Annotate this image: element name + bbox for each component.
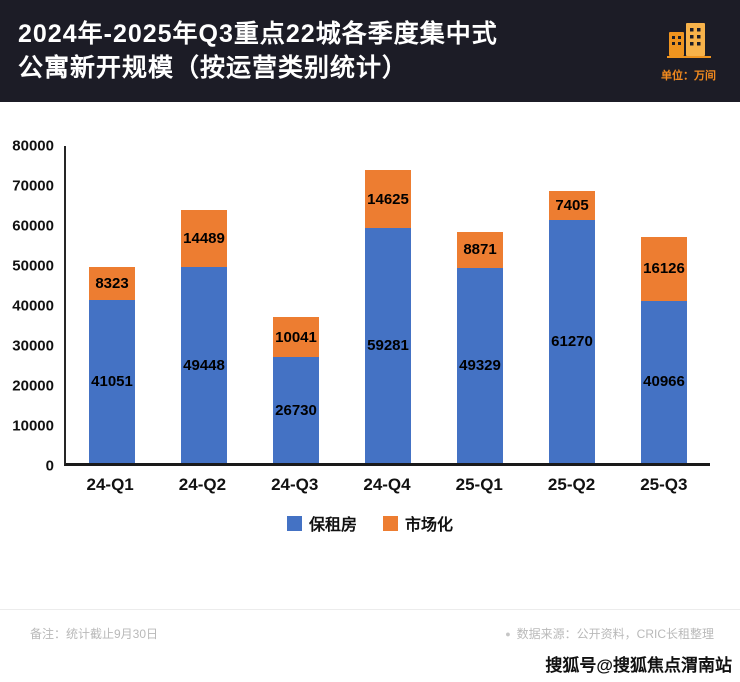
y-tick-label: 80000 [12, 137, 54, 155]
x-tick-label: 24-Q1 [86, 475, 134, 494]
bar-segment-market-oriented: 8871 [457, 232, 503, 268]
bar-segment-affordable-rental-housing: 49329 [457, 267, 503, 463]
chart-area: 0 10000 20000 30000 40000 50000 60000 70000 8000… [0, 138, 740, 475]
bar-value-label: 49448 [183, 356, 225, 374]
x-axis: 24-Q1 24-Q2 24-Q3 24-Q4 25-Q1 25-Q2 25-Q3 [0, 466, 740, 495]
legend-label: 保租房 [308, 517, 357, 534]
legend-label: 市场化 [405, 517, 454, 534]
bullet-icon: ● [505, 628, 511, 639]
y-axis-spacer [0, 466, 64, 495]
y-tick-label: 30000 [12, 337, 54, 355]
bar-segment-market-oriented: 16126 [641, 236, 687, 301]
footer-source-text: 数据来源：公开资料，CRIC长租整理 [516, 627, 714, 641]
bar-segment-affordable-rental-housing: 59281 [365, 228, 411, 463]
y-tick-label: 50000 [12, 257, 54, 275]
bar-segment-market-oriented: 7405 [549, 190, 595, 221]
unit-label: 单位：万间 [661, 69, 716, 82]
x-tick-label: 25-Q3 [640, 475, 688, 494]
bar-segment-market-oriented: 8323 [89, 267, 135, 301]
legend-swatch [383, 515, 398, 531]
x-tick-label: 24-Q3 [271, 475, 319, 494]
legend-swatch [286, 515, 302, 531]
bar-value-label: 10041 [275, 328, 317, 346]
bar-value-label: 14625 [367, 190, 409, 208]
bar-column: 10041 26730 [250, 146, 342, 463]
y-tick-label: 40000 [12, 297, 54, 315]
chart: 0 10000 20000 30000 40000 50000 60000 70000 8000… [0, 138, 740, 535]
page-title-line2: 公寓新开规模（按运营类别统计） [18, 54, 409, 82]
bar-value-label: 61270 [551, 333, 593, 351]
bar-value-label: 41051 [91, 373, 133, 391]
y-tick-label: 10000 [12, 417, 54, 435]
bar-value-label: 26730 [275, 401, 317, 419]
x-tick-label: 25-Q2 [547, 475, 596, 494]
bar-segment-market-oriented: 14625 [365, 170, 411, 229]
bar-segment-affordable-rental-housing: 40966 [641, 300, 687, 463]
y-tick-label: 70000 [12, 177, 54, 195]
y-tick-label: 0 [45, 457, 54, 475]
y-tick-label: 20000 [12, 377, 54, 395]
bar-value-label: 14489 [183, 229, 225, 247]
bar-column: 14489 49448 [158, 146, 250, 463]
bar-column: 7405 61270 [526, 146, 618, 463]
unit-box: 单位：万间 [661, 20, 716, 83]
legend: 保租房 市场化 [0, 511, 740, 535]
bar-segment-affordable-rental-housing: 49448 [181, 267, 227, 463]
bar-value-label: 7405 [555, 197, 589, 215]
bar-value-label: 8871 [463, 241, 497, 259]
bar-value-label: 8323 [95, 275, 129, 293]
bar-segment-market-oriented: 10041 [273, 317, 319, 358]
bar-column: 16126 40966 [618, 146, 710, 463]
page-title-line1: 2024年-2025年Q3重点22城各季度集中式 [18, 19, 498, 48]
sohu-watermark: 搜狐号@搜狐焦点渭南站 [545, 656, 732, 675]
bar-column: 14625 59281 [342, 146, 434, 463]
bar-value-label: 40966 [643, 373, 685, 391]
footer-divider [0, 609, 740, 610]
footer-source: ● 数据来源：公开资料，CRIC长租整理 [505, 625, 714, 642]
bar-segment-affordable-rental-housing: 26730 [273, 357, 319, 463]
x-axis-row: 24-Q1 24-Q2 24-Q3 24-Q4 25-Q1 25-Q2 25-Q3 [64, 466, 710, 495]
x-tick-label: 24-Q2 [178, 475, 227, 494]
header: 2024年-2025年Q3重点22城各季度集中式 公寓新开规模（按运营类别统计） [0, 0, 740, 102]
page-title: 2024年-2025年Q3重点22城各季度集中式 公寓新开规模（按运营类别统计） [18, 17, 498, 86]
plot-area: 8323 41051 14489 49448 10041 26730 14625 59281 8… [64, 146, 710, 466]
building-icon [666, 20, 712, 63]
bar-value-label: 59281 [367, 337, 409, 355]
y-tick-label: 60000 [12, 217, 54, 235]
bar-value-label: 16126 [643, 260, 685, 278]
footer-note: 备注：统计截止9月30日 [30, 627, 159, 641]
bar-segment-affordable-rental-housing: 41051 [89, 300, 135, 463]
legend-item-market-oriented: 市场化 [383, 511, 453, 535]
footer: 备注：统计截止9月30日 ● 数据来源：公开资料，CRIC长租整理 [30, 625, 714, 642]
bar-segment-affordable-rental-housing: 61270 [549, 220, 595, 463]
y-axis: 0 10000 20000 30000 40000 50000 60000 70000 8000… [0, 138, 64, 475]
bar-column: 8323 41051 [66, 146, 158, 463]
bars-row: 8323 41051 14489 49448 10041 26730 14625 59281 8… [66, 146, 710, 463]
bar-segment-market-oriented: 14489 [181, 209, 227, 268]
legend-item-affordable-rental-housing: 保租房 [286, 511, 357, 535]
bar-value-label: 49329 [459, 356, 501, 374]
x-tick-label: 25-Q1 [455, 475, 503, 494]
x-tick-label: 24-Q4 [363, 475, 411, 494]
bar-column: 8871 49329 [434, 146, 526, 463]
